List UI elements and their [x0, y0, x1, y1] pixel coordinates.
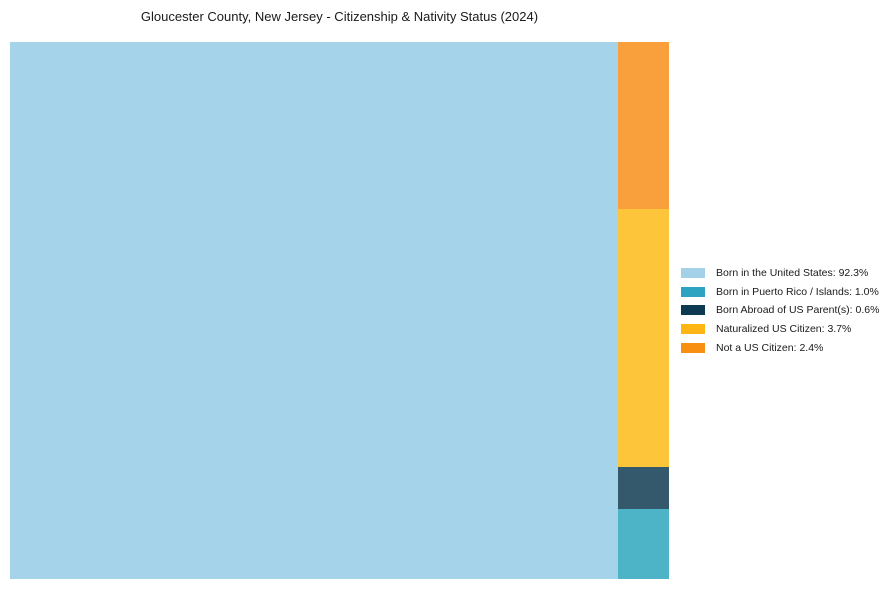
- legend-swatch-icon: [681, 268, 705, 279]
- legend-item-born-in-puerto-rico-islands: Born in Puerto Rico / Islands: 1.0%: [681, 283, 879, 302]
- treemap-block-born-in-puerto-rico-islands: [618, 509, 669, 579]
- treemap-block-born-in-the-united-states: [10, 42, 619, 579]
- chart-title: Gloucester County, New Jersey - Citizens…: [140, 9, 539, 24]
- legend-swatch-icon: [681, 305, 705, 316]
- legend-label: Born Abroad of US Parent(s): 0.6%: [716, 304, 880, 317]
- treemap-block-born-abroad-of-us-parent-s: [618, 467, 669, 510]
- legend-item-not-a-us-citizen: Not a US Citizen: 2.4%: [681, 338, 879, 357]
- legend-item-born-abroad-of-us-parent-s: Born Abroad of US Parent(s): 0.6%: [681, 301, 879, 320]
- treemap-chart: [10, 42, 669, 579]
- legend-item-born-in-the-united-states: Born in the United States: 92.3%: [681, 264, 879, 283]
- legend: Born in the United States: 92.3% Born in …: [681, 264, 879, 357]
- legend-label: Not a US Citizen: 2.4%: [716, 341, 824, 354]
- legend-label: Born in Puerto Rico / Islands: 1.0%: [716, 285, 879, 298]
- legend-item-naturalized-us-citizen: Naturalized US Citizen: 3.7%: [681, 320, 879, 339]
- legend-label: Naturalized US Citizen: 3.7%: [716, 323, 852, 336]
- treemap-block-not-a-us-citizen: [618, 42, 669, 210]
- legend-swatch-icon: [681, 342, 705, 353]
- legend-swatch-icon: [681, 324, 705, 335]
- treemap-block-naturalized-us-citizen: [618, 209, 669, 468]
- legend-label: Born in the United States: 92.3%: [716, 267, 869, 280]
- legend-swatch-icon: [681, 286, 705, 297]
